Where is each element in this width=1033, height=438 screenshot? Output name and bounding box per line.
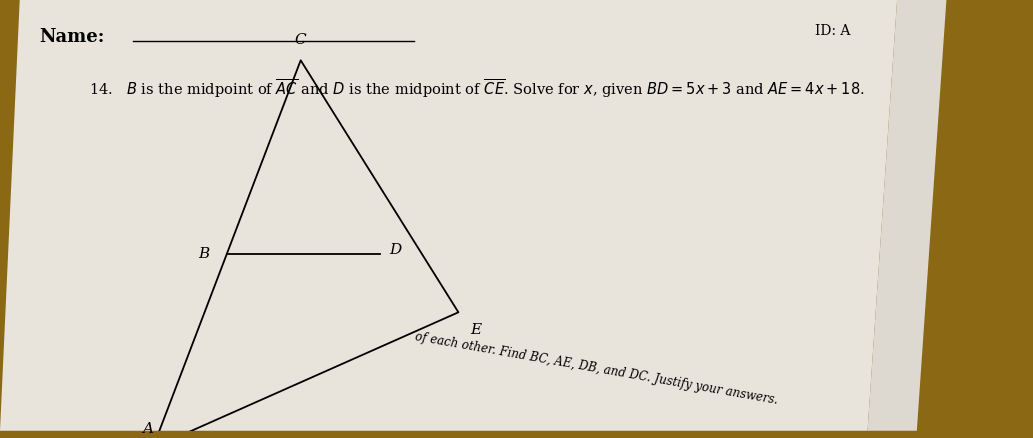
Polygon shape — [0, 0, 897, 431]
Text: B: B — [197, 247, 209, 261]
Polygon shape — [868, 0, 946, 431]
Text: E: E — [470, 323, 481, 337]
Text: 14.   $B$ is the midpoint of $\overline{AC}$ and $D$ is the midpoint of $\overli: 14. $B$ is the midpoint of $\overline{AC… — [89, 77, 865, 99]
Text: of each other. Find BC, AE, DB, and DC. Justify your answers.: of each other. Find BC, AE, DB, and DC. … — [414, 330, 779, 407]
Text: A: A — [143, 422, 153, 436]
Text: D: D — [389, 243, 402, 257]
Text: ID: A: ID: A — [815, 24, 851, 38]
Text: C: C — [294, 33, 307, 47]
Text: Name:: Name: — [39, 28, 104, 46]
